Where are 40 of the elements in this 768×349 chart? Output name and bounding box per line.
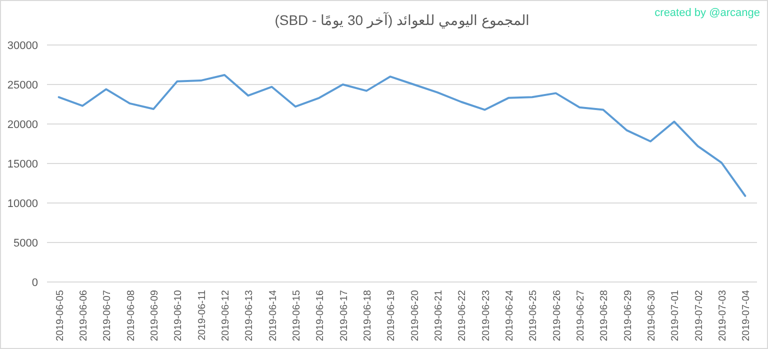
x-tick-label: 2019-06-27 <box>576 290 586 342</box>
x-tick-label: 2019-06-12 <box>220 290 232 342</box>
x-tick-label: 2019-06-22 <box>457 290 468 342</box>
x-tick-label: 2019-06-26 <box>552 290 563 342</box>
x-tick-label: 2019-06-28 <box>599 290 610 342</box>
x-tick-label: 2019-06-24 <box>504 290 516 342</box>
x-tick-label: 2019-06-05 <box>54 290 66 342</box>
chart-title: المجموع اليومي للعوائد (آخر 30 يومًا - SBD) <box>274 11 530 29</box>
x-tick-label: 2019-06-29 <box>622 290 634 342</box>
x-tick-label: 2019-06-16 <box>315 290 326 342</box>
x-tick-label: 2019-06-11 <box>196 290 208 340</box>
x-tick-label: 2019-06-09 <box>150 290 160 342</box>
x-tick-label: 2019-07-01 <box>670 290 682 342</box>
x-tick-label: 2019-06-10 <box>173 290 184 342</box>
text: created by @arcange <box>654 7 760 19</box>
x-tick-label: 2019-06-18 <box>362 290 374 342</box>
x-tick-label: 2019-06-21 <box>434 290 444 342</box>
y-tick-label: 0 <box>32 277 38 289</box>
y-tick-label: 20000 <box>7 119 38 131</box>
x-tick-label: 2019-06-13 <box>244 290 256 342</box>
x-tick-label: 2019-06-17 <box>338 290 350 342</box>
x-tick-label: 2019-06-14 <box>268 290 279 342</box>
y-tick-label: 30000 <box>7 40 38 52</box>
x-tick-label: 2019-06-06 <box>78 290 90 342</box>
x-tick-label: 2019-07-03 <box>718 290 728 342</box>
x-tick-label: 2019-06-25 <box>528 290 540 342</box>
x-tick-label: 2019-06-15 <box>292 290 302 342</box>
y-tick-label: 5000 <box>14 238 38 250</box>
x-tick-label: 2019-06-23 <box>480 290 492 342</box>
x-tick-label: 2019-06-20 <box>410 290 421 342</box>
x-tick-label: 2019-07-02 <box>694 290 705 342</box>
x-tick-label: 2019-06-19 <box>386 290 398 342</box>
x-tick-label: 2019-06-08 <box>126 290 137 342</box>
y-tick-label: 15000 <box>7 158 38 170</box>
x-tick-label: 2019-06-07 <box>102 290 114 342</box>
y-tick-label: 10000 <box>7 198 38 210</box>
line-series <box>58 74 746 197</box>
x-tick-label: 2019-06-30 <box>646 290 658 342</box>
y-tick-label: 25000 <box>7 80 38 92</box>
x-tick-label: 2019-07-04 <box>741 290 752 342</box>
